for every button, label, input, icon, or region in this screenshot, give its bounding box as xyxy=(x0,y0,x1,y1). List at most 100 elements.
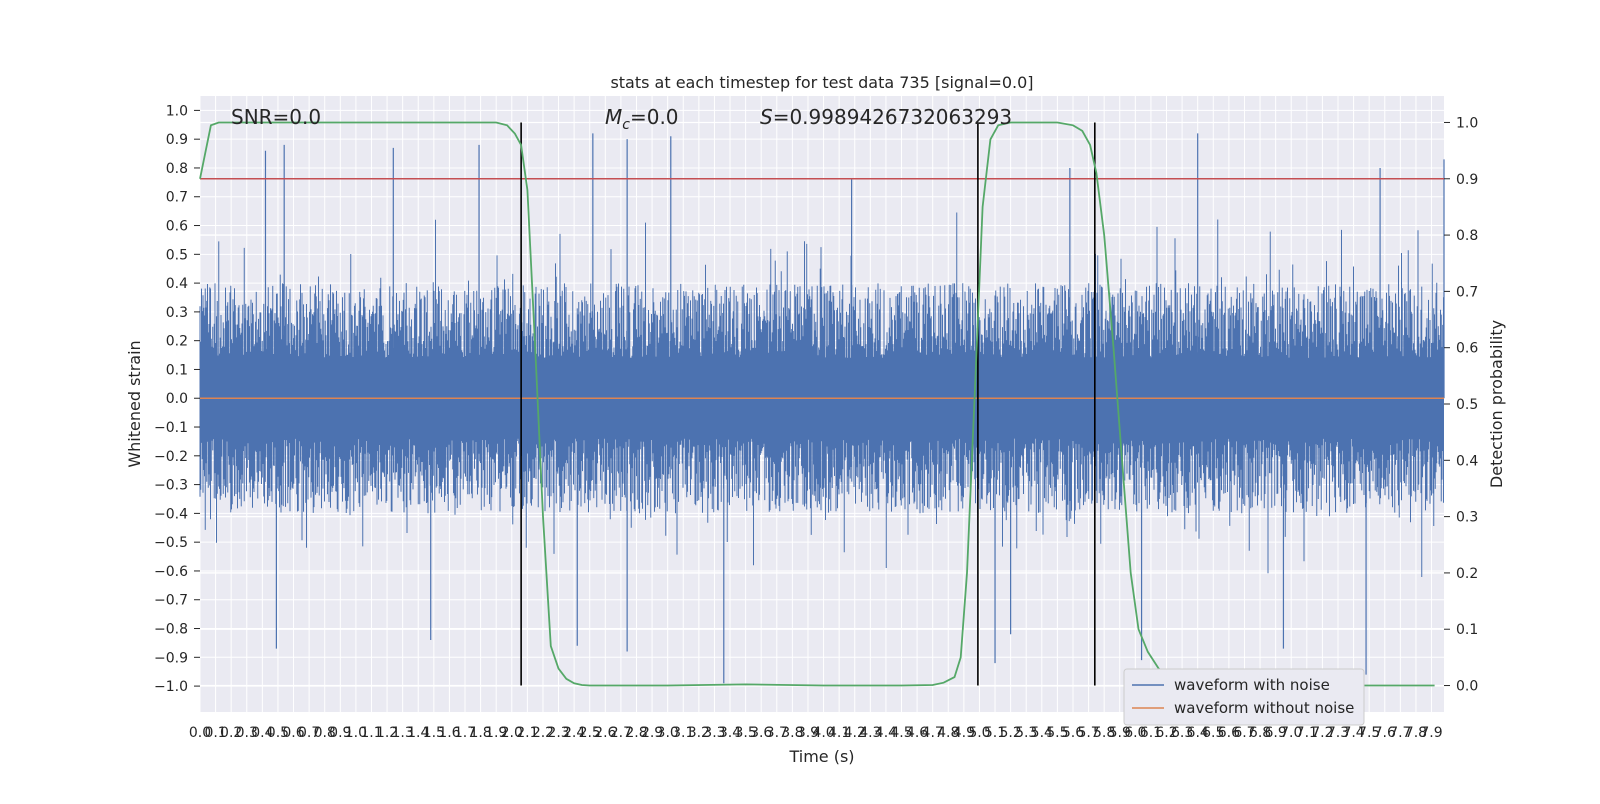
s-symbol: S xyxy=(760,105,773,129)
x-tick-label: 0.0 xyxy=(189,725,211,741)
y-left-tick-label: −0.3 xyxy=(154,478,188,494)
chirp-mass-annotation: Mc=0.0 xyxy=(605,105,679,133)
x-tick-label: 6.1 xyxy=(1140,725,1162,741)
x-tick-label: 7.8 xyxy=(1405,725,1427,741)
y-left-tick-label: 0.1 xyxy=(166,362,188,378)
y-right-tick-label: 0.3 xyxy=(1456,510,1478,526)
y-right-tick-label: 0.8 xyxy=(1456,228,1478,244)
x-tick-label: 7.4 xyxy=(1342,725,1364,741)
x-tick-label: 2.4 xyxy=(563,725,585,741)
detection-probability-line xyxy=(199,121,1435,687)
x-tick-label: 2.0 xyxy=(501,725,523,741)
mc-symbol: M xyxy=(605,105,622,129)
x-tick-label: 6.2 xyxy=(1155,725,1177,741)
x-tick-label: 2.8 xyxy=(625,725,647,741)
y-left-tick-label: −0.5 xyxy=(154,535,188,551)
overlay-series xyxy=(199,121,1444,687)
x-tick-label: 7.6 xyxy=(1374,725,1396,741)
y-left-tick-label: −1.0 xyxy=(154,679,188,695)
y-left-axis-label: Whitened strain xyxy=(125,340,144,467)
y-right-tick-label: 1.0 xyxy=(1456,115,1478,131)
x-tick-label: 0.9 xyxy=(329,725,351,741)
x-tick-label: 3.3 xyxy=(703,725,725,741)
chart-title: stats at each timestep for test data 735… xyxy=(610,73,1033,92)
y-left-tick-label: 0.8 xyxy=(166,161,188,177)
y-right-tick-label: 0.1 xyxy=(1456,622,1478,638)
y-left-tick-label: 0.7 xyxy=(166,190,188,206)
x-tick-label: 0.6 xyxy=(282,725,304,741)
y-right-tick-label: 0.7 xyxy=(1456,284,1478,300)
x-tick-label: 3.0 xyxy=(657,725,679,741)
x-tick-label: 5.1 xyxy=(984,725,1006,741)
x-tick-label: 1.0 xyxy=(345,725,367,741)
y-right-tick-label: 0.0 xyxy=(1456,679,1478,695)
y-right-tick-label: 0.5 xyxy=(1456,397,1478,413)
x-tick-label: 5.7 xyxy=(1077,725,1099,741)
x-tick-label: 7.5 xyxy=(1358,725,1380,741)
x-tick-label: 1.8 xyxy=(469,725,491,741)
x-tick-label: 7.0 xyxy=(1280,725,1302,741)
x-tick-label: 2.6 xyxy=(594,725,616,741)
x-tick-label: 4.4 xyxy=(875,725,897,741)
x-tick-label: 4.9 xyxy=(953,725,975,741)
x-tick-label: 4.0 xyxy=(812,725,834,741)
x-tick-label: 2.3 xyxy=(547,725,569,741)
x-tick-label: 3.6 xyxy=(750,725,772,741)
x-tick-label: 4.7 xyxy=(922,725,944,741)
s-annotation: S=0.9989426732063293 xyxy=(760,105,1012,129)
x-tick-label: 3.1 xyxy=(672,725,694,741)
y-left-tick-label: −0.6 xyxy=(154,564,188,580)
mc-subscript: c xyxy=(622,117,630,133)
x-tick-label: 1.5 xyxy=(423,725,445,741)
x-axis-label: Time (s) xyxy=(788,747,854,766)
y-left-tick-label: 0.3 xyxy=(166,305,188,321)
x-tick-label: 2.2 xyxy=(532,725,554,741)
x-tick-label: 1.2 xyxy=(376,725,398,741)
y-left-tick-label: −0.1 xyxy=(154,420,188,436)
x-tick-label: 1.3 xyxy=(392,725,414,741)
s-value: =0.9989426732063293 xyxy=(773,105,1012,129)
x-tick-label: 2.7 xyxy=(610,725,632,741)
x-tick-label: 5.2 xyxy=(999,725,1021,741)
y-left-tick-label: −0.7 xyxy=(154,593,188,609)
y-right-tick-label: 0.9 xyxy=(1456,172,1478,188)
y-left-tick-label: 0.6 xyxy=(166,219,188,235)
x-tick-label: 6.7 xyxy=(1233,725,1255,741)
x-tick-label: 6.9 xyxy=(1265,725,1287,741)
x-tick-label: 4.2 xyxy=(844,725,866,741)
x-tick-label: 1.4 xyxy=(407,725,429,741)
y-left-tick-label: −0.8 xyxy=(154,622,188,638)
x-tick-label: 4.5 xyxy=(890,725,912,741)
y-right-tick-label: 0.4 xyxy=(1456,453,1478,469)
y-right-axis-label: Detection probability xyxy=(1487,320,1506,488)
x-tick-label: 1.7 xyxy=(454,725,476,741)
x-tick-label: 7.1 xyxy=(1296,725,1318,741)
x-tick-label: 5.8 xyxy=(1093,725,1115,741)
x-tick-label: 0.2 xyxy=(220,725,242,741)
x-tick-label: 7.3 xyxy=(1327,725,1349,741)
x-tick-label: 3.9 xyxy=(797,725,819,741)
x-tick-label: 5.5 xyxy=(1046,725,1068,741)
x-ticks: 0.00.10.20.30.40.50.60.70.80.91.01.11.21… xyxy=(189,725,1443,741)
x-tick-label: 5.0 xyxy=(968,725,990,741)
x-tick-label: 0.1 xyxy=(204,725,226,741)
x-tick-label: 2.9 xyxy=(641,725,663,741)
x-tick-label: 3.4 xyxy=(719,725,741,741)
mc-value: =0.0 xyxy=(630,105,679,129)
y-right-ticks: 0.0 0.1 0.2 0.3 0.4 0.5 0.6 0.7 0.8 0.9 1.0 xyxy=(1444,115,1478,695)
x-tick-label: 3.5 xyxy=(734,725,756,741)
x-tick-label: 4.1 xyxy=(828,725,850,741)
x-tick-label: 6.6 xyxy=(1218,725,1240,741)
waveform-with-noise-body xyxy=(199,212,1444,577)
x-tick-label: 3.8 xyxy=(781,725,803,741)
x-tick-label: 5.6 xyxy=(1062,725,1084,741)
legend-box xyxy=(1123,668,1365,726)
y-left-tick-label: 0.9 xyxy=(166,132,188,148)
x-tick-label: 6.5 xyxy=(1202,725,1224,741)
x-tick-label: 0.4 xyxy=(251,725,273,741)
x-tick-label: 0.5 xyxy=(267,725,289,741)
x-tick-label: 4.6 xyxy=(906,725,928,741)
x-tick-label: 1.9 xyxy=(485,725,507,741)
x-tick-label: 0.8 xyxy=(314,725,336,741)
y-left-tick-label: 0.2 xyxy=(166,334,188,350)
